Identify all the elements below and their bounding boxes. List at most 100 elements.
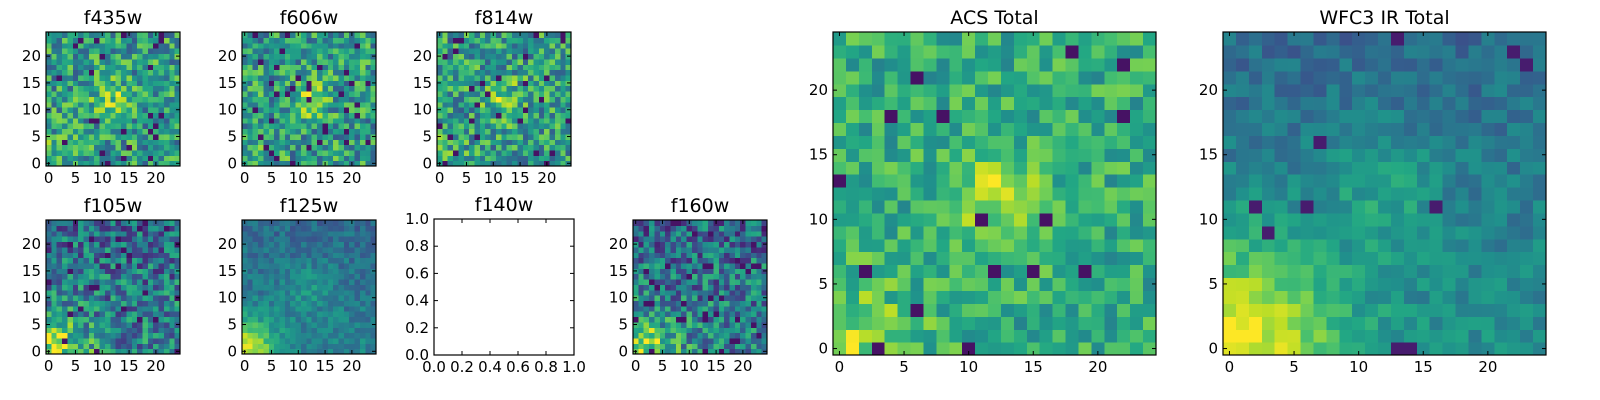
heatmap-cell — [67, 123, 74, 130]
heatmap-cell — [121, 268, 127, 275]
heatmap-cell — [327, 32, 334, 38]
heatmap-cell — [724, 257, 731, 264]
y-tick-label: 5 — [227, 128, 237, 146]
heatmap-cell — [691, 278, 698, 285]
heatmap-cell — [702, 348, 709, 355]
heatmap-cell — [1104, 109, 1118, 124]
heatmap-cell — [284, 305, 291, 312]
heatmap-cell — [1533, 264, 1547, 279]
heatmap-cell — [490, 107, 497, 113]
heatmap-cell — [365, 112, 372, 119]
heatmap-cell — [247, 273, 254, 280]
heatmap-cell — [702, 273, 709, 280]
heatmap-cell — [163, 144, 170, 151]
heatmap-cell — [1261, 251, 1276, 266]
heatmap-cell — [247, 90, 254, 97]
heatmap-cell — [1455, 174, 1470, 188]
heatmap-cell — [99, 311, 106, 318]
heatmap-cell — [333, 53, 340, 60]
heatmap-cell — [46, 85, 52, 92]
heatmap-cell — [1248, 238, 1263, 253]
heatmap-cell — [300, 321, 307, 328]
heatmap-cell — [370, 284, 377, 291]
heatmap-cell — [718, 278, 725, 285]
heatmap-cell — [1352, 199, 1366, 214]
heatmap-cell — [949, 238, 963, 253]
heatmap-cell — [333, 343, 340, 350]
heatmap-cell — [258, 42, 265, 49]
heatmap-cell — [845, 316, 860, 330]
heatmap-cell — [1000, 277, 1015, 291]
heatmap-cell — [153, 37, 160, 44]
heatmap-cell — [949, 161, 963, 175]
heatmap-cell — [761, 262, 768, 269]
heatmap-cell — [349, 128, 356, 135]
heatmap-cell — [46, 316, 52, 323]
heatmap-cell — [131, 48, 138, 55]
heatmap-cell — [1248, 342, 1263, 356]
heatmap-cell — [268, 139, 275, 146]
heatmap-cell — [174, 58, 181, 65]
heatmap-cell — [131, 96, 138, 103]
heatmap-cell — [46, 337, 52, 344]
heatmap-cell — [643, 278, 650, 285]
heatmap-cell — [72, 252, 79, 259]
heatmap-cell — [1313, 264, 1327, 279]
heatmap-cell — [62, 348, 69, 355]
heatmap-cell — [158, 337, 165, 344]
heatmap-cell — [169, 225, 176, 232]
heatmap-cell — [67, 58, 74, 65]
heatmap-cell — [252, 252, 259, 259]
heatmap-cell — [740, 278, 747, 285]
heatmap-cell — [311, 48, 318, 55]
heatmap-cell — [153, 273, 160, 280]
heatmap-cell — [365, 149, 372, 156]
heatmap-cell — [871, 174, 886, 188]
heatmap-cell — [78, 257, 85, 264]
heatmap-cell — [51, 343, 58, 350]
heatmap-cell — [734, 295, 741, 301]
heatmap-cell — [126, 80, 133, 87]
heatmap-cell — [659, 273, 666, 280]
x-tick-label: 5 — [462, 169, 472, 187]
heatmap-cell — [1104, 303, 1118, 317]
heatmap-cell — [72, 230, 79, 237]
heatmap-cell — [242, 262, 248, 269]
heatmap-cell — [147, 220, 154, 226]
heatmap-cell — [740, 332, 747, 339]
heatmap-cell — [750, 268, 757, 275]
heatmap-cell — [268, 337, 275, 344]
heatmap-cell — [1261, 174, 1276, 188]
heatmap-cell — [670, 311, 677, 318]
heatmap-cell — [78, 220, 85, 226]
heatmap-cell — [729, 321, 736, 328]
heatmap-cell — [538, 69, 545, 76]
heatmap-cell — [94, 160, 101, 167]
heatmap-cell — [659, 284, 666, 291]
heatmap-cell — [322, 37, 329, 44]
heatmap-cell — [72, 305, 79, 312]
heatmap-cell — [1416, 290, 1431, 304]
heatmap-cell — [1520, 238, 1534, 253]
heatmap-cell — [897, 44, 912, 59]
heatmap-cell — [72, 278, 79, 285]
heatmap-cell — [1235, 199, 1250, 214]
heatmap-cell — [365, 273, 372, 280]
heatmap-cell — [923, 238, 937, 253]
heatmap-cell — [300, 246, 307, 253]
heatmap-cell — [174, 90, 181, 97]
heatmap-cell — [295, 155, 302, 162]
heatmap-cell — [365, 332, 372, 339]
heatmap-cell — [1507, 187, 1521, 201]
heatmap-cell — [67, 69, 74, 76]
heatmap-cell — [317, 305, 323, 312]
heatmap-cell — [110, 139, 117, 146]
heatmap-cell — [338, 225, 345, 232]
heatmap-cell — [72, 284, 79, 291]
heatmap-cell — [734, 289, 741, 296]
heatmap-cell — [247, 316, 254, 323]
heatmap-cell — [858, 225, 873, 240]
heatmap-cell — [1039, 251, 1054, 266]
heatmap-cell — [858, 135, 873, 149]
heatmap-cell — [88, 284, 95, 291]
